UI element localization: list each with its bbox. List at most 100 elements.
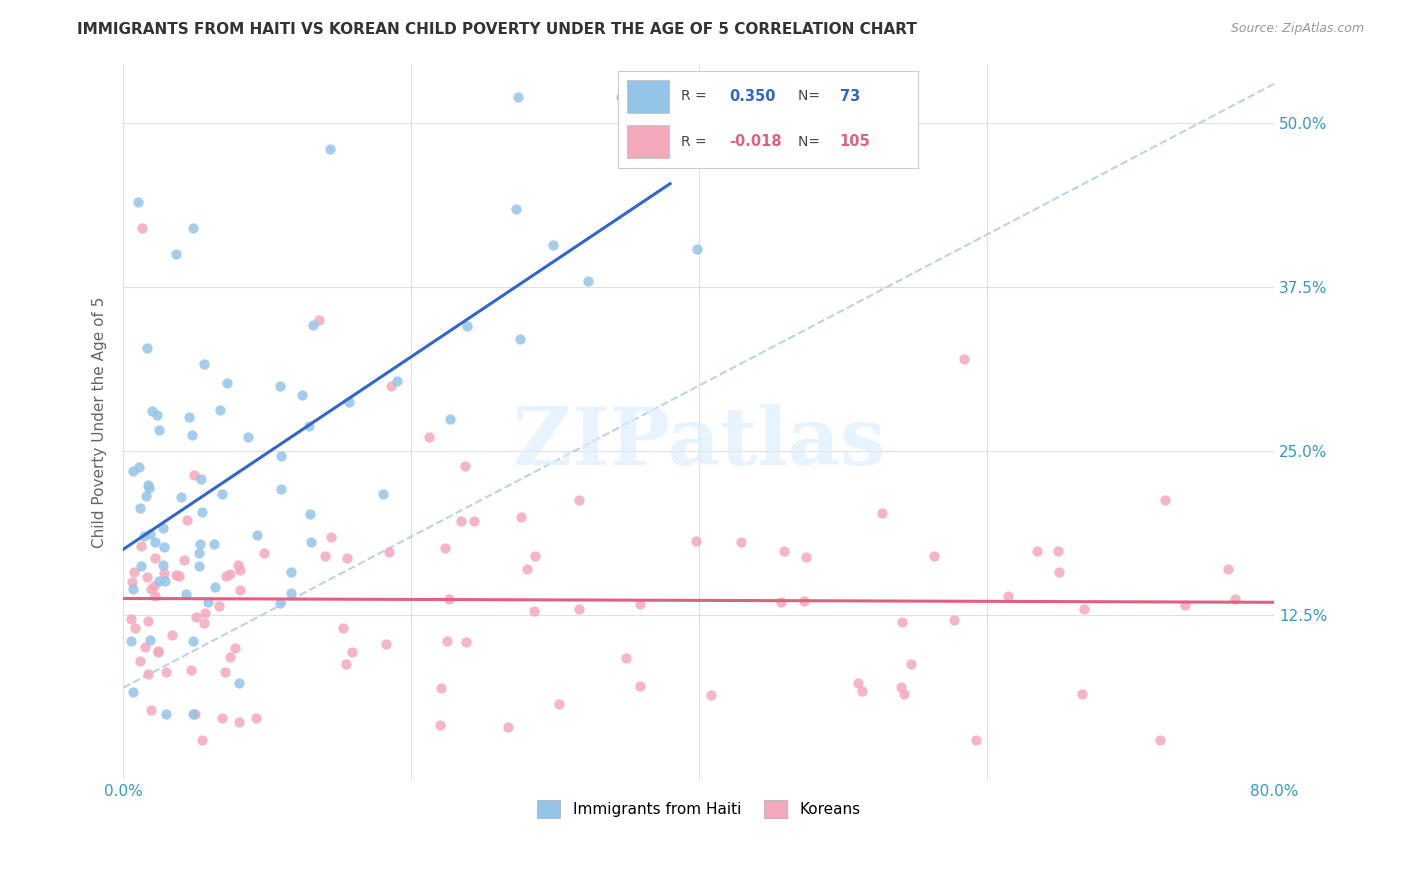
- Point: [177, 410, 200, 425]
- Point: [686, 242, 709, 256]
- Point: [129, 500, 152, 515]
- Point: [506, 90, 529, 104]
- Point: [122, 582, 145, 596]
- Point: [385, 374, 408, 388]
- Point: [846, 676, 869, 690]
- Point: [135, 569, 157, 583]
- Point: [153, 566, 176, 581]
- Point: [209, 403, 232, 417]
- Point: [128, 460, 150, 475]
- Point: [204, 580, 226, 594]
- Point: [900, 657, 922, 672]
- Point: [155, 665, 177, 679]
- Point: [167, 569, 190, 583]
- Point: [685, 533, 707, 548]
- Point: [202, 537, 225, 551]
- Point: [138, 478, 160, 492]
- Point: [1154, 492, 1177, 507]
- Point: [685, 90, 707, 104]
- Point: [191, 505, 214, 519]
- Point: [129, 558, 152, 573]
- Point: [628, 598, 651, 612]
- Point: [270, 482, 292, 496]
- Point: [228, 558, 250, 573]
- Point: [794, 550, 817, 565]
- Point: [371, 486, 394, 500]
- Point: [870, 506, 893, 520]
- Point: [214, 569, 236, 583]
- Point: [450, 514, 472, 528]
- Point: [193, 606, 215, 620]
- Point: [228, 583, 250, 598]
- Point: [890, 615, 912, 629]
- Point: [148, 574, 170, 588]
- Point: [893, 687, 915, 701]
- Point: [454, 459, 477, 474]
- Point: [122, 565, 145, 579]
- Point: [576, 274, 599, 288]
- Point: [122, 684, 145, 698]
- Point: [153, 540, 176, 554]
- Point: [318, 142, 340, 156]
- Point: [236, 430, 259, 444]
- Point: [297, 418, 319, 433]
- Point: [148, 644, 170, 658]
- Point: [145, 408, 167, 422]
- Point: [136, 667, 159, 681]
- Point: [997, 590, 1019, 604]
- Point: [135, 489, 157, 503]
- Point: [336, 551, 359, 566]
- Point: [375, 637, 398, 651]
- Point: [134, 529, 156, 543]
- Point: [952, 352, 974, 367]
- Point: [378, 545, 401, 559]
- Point: [291, 388, 314, 402]
- Point: [269, 378, 291, 392]
- Point: [1025, 544, 1047, 558]
- Point: [456, 319, 478, 334]
- Point: [541, 238, 564, 252]
- Point: [129, 654, 152, 668]
- Point: [193, 615, 215, 630]
- Point: [219, 650, 242, 665]
- Point: [430, 681, 453, 696]
- Point: [943, 613, 966, 627]
- Point: [190, 472, 212, 486]
- Point: [208, 599, 231, 613]
- Point: [524, 549, 547, 564]
- Point: [463, 514, 485, 528]
- Point: [184, 610, 207, 624]
- Point: [148, 423, 170, 437]
- Point: [215, 376, 238, 390]
- Point: [138, 481, 160, 495]
- Point: [180, 663, 202, 677]
- Point: [770, 595, 793, 609]
- Point: [302, 318, 325, 332]
- Point: [181, 634, 204, 648]
- Point: [188, 537, 211, 551]
- Point: [188, 559, 211, 574]
- Point: [191, 733, 214, 747]
- Point: [299, 535, 322, 549]
- Point: [516, 562, 538, 576]
- Point: [211, 487, 233, 501]
- Point: [165, 247, 187, 261]
- Point: [143, 535, 166, 549]
- Point: [924, 549, 946, 563]
- Point: [418, 430, 440, 444]
- Point: [170, 490, 193, 504]
- Point: [628, 679, 651, 693]
- Point: [135, 341, 157, 355]
- Point: [380, 378, 402, 392]
- Point: [176, 513, 198, 527]
- Point: [184, 706, 207, 721]
- Point: [146, 644, 169, 658]
- Point: [308, 313, 330, 327]
- Point: [120, 612, 142, 626]
- Point: [510, 510, 533, 524]
- Point: [429, 718, 451, 732]
- Point: [218, 566, 240, 581]
- Point: [228, 714, 250, 729]
- Point: [456, 635, 478, 649]
- Point: [280, 565, 302, 579]
